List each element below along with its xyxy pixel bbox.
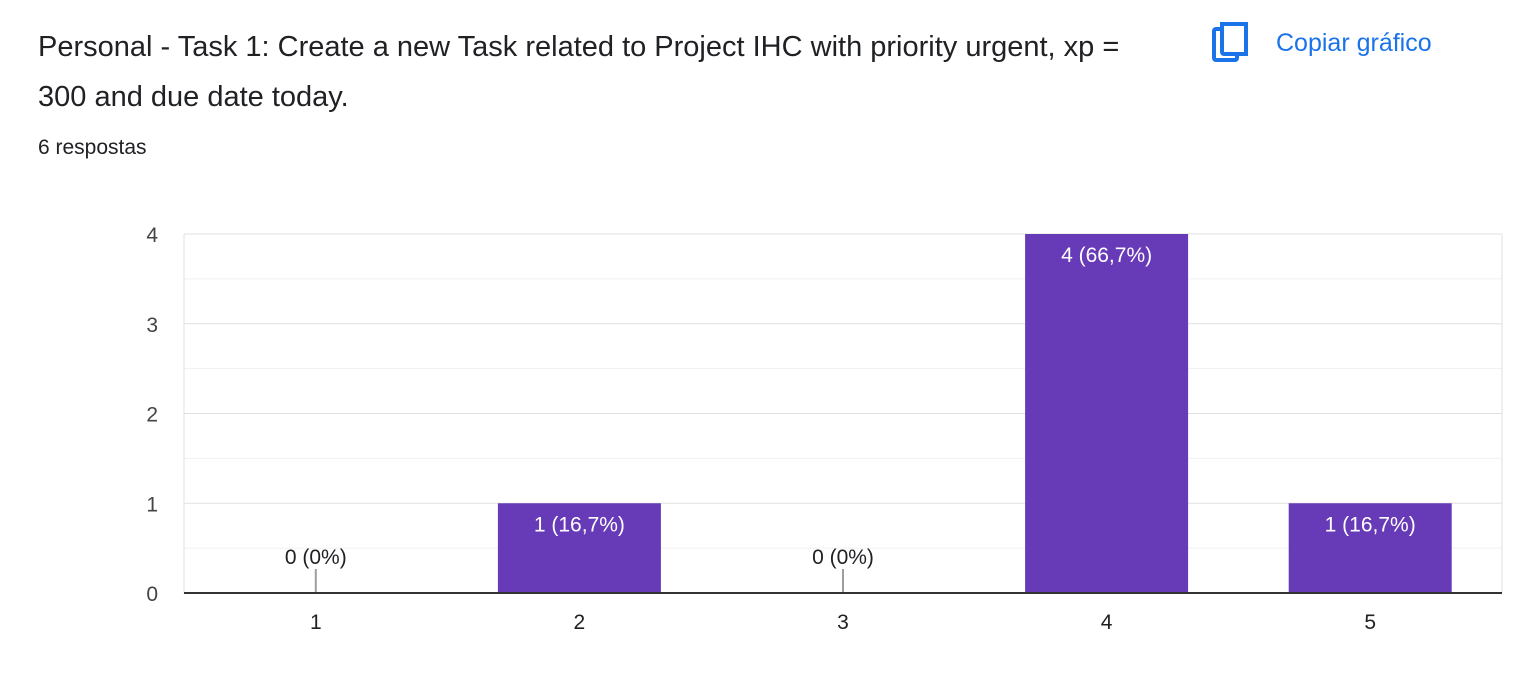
data-label: 0 (0%) bbox=[285, 546, 347, 569]
copy-chart-label: Copiar gráfico bbox=[1276, 28, 1432, 57]
y-tick-label: 0 bbox=[146, 583, 158, 606]
x-tick-label: 4 bbox=[1101, 611, 1113, 634]
y-tick-label: 1 bbox=[146, 493, 158, 516]
x-tick-label: 3 bbox=[837, 611, 849, 634]
copy-icon bbox=[1212, 22, 1248, 62]
x-tick-label: 5 bbox=[1364, 611, 1376, 634]
y-tick-label: 4 bbox=[146, 224, 158, 247]
data-label: 4 (66,7%) bbox=[1061, 244, 1152, 267]
x-tick-label: 1 bbox=[310, 611, 322, 634]
data-label: 1 (16,7%) bbox=[1325, 513, 1416, 536]
bar bbox=[497, 503, 661, 593]
bar bbox=[1025, 234, 1189, 593]
question-title: Personal - Task 1: Create a new Task rel… bbox=[38, 31, 1120, 113]
data-label: 1 (16,7%) bbox=[534, 513, 625, 536]
data-label: 0 (0%) bbox=[812, 546, 874, 569]
bar bbox=[1288, 503, 1452, 593]
response-count: 6 respostas bbox=[38, 136, 147, 159]
copy-chart-button[interactable]: Copiar gráfico bbox=[1210, 20, 1432, 66]
y-tick-label: 3 bbox=[146, 314, 158, 337]
x-tick-label: 2 bbox=[574, 611, 586, 634]
y-tick-label: 2 bbox=[146, 404, 158, 427]
